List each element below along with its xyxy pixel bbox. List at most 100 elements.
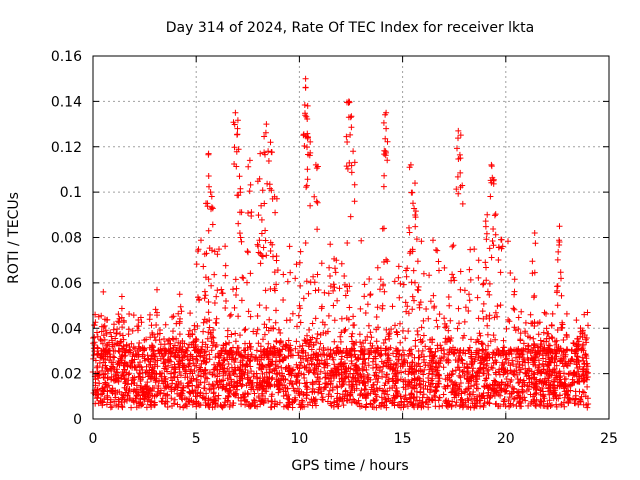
data-point	[290, 385, 297, 392]
data-point	[367, 292, 374, 299]
data-point	[277, 386, 283, 393]
data-point	[482, 218, 489, 225]
data-point	[218, 286, 225, 293]
data-point	[531, 230, 538, 236]
data-point	[365, 355, 372, 362]
data-point	[307, 138, 314, 145]
data-point	[207, 189, 214, 196]
data-point	[392, 380, 399, 387]
data-point	[248, 368, 255, 375]
data-point	[238, 297, 245, 304]
data-point	[582, 372, 589, 379]
data-point	[454, 145, 460, 152]
data-point	[222, 272, 229, 279]
data-point	[313, 165, 320, 172]
data-point	[310, 369, 317, 376]
data-point	[174, 390, 181, 397]
data-point	[452, 402, 459, 409]
data-point	[271, 398, 278, 405]
data-point	[420, 371, 427, 378]
data-point	[513, 354, 519, 361]
data-point	[307, 279, 314, 286]
data-point	[295, 370, 302, 377]
data-point	[208, 347, 215, 354]
data-point	[454, 385, 461, 392]
data-point	[103, 401, 110, 408]
data-point	[182, 370, 189, 377]
data-point	[453, 399, 460, 406]
data-point	[299, 404, 306, 411]
data-point	[362, 360, 369, 366]
data-point	[432, 348, 439, 355]
data-point	[211, 271, 218, 278]
data-point	[584, 369, 591, 376]
data-point	[428, 349, 435, 356]
data-point	[415, 360, 422, 367]
data-point	[260, 400, 267, 407]
data-point	[242, 340, 248, 347]
data-point	[198, 373, 204, 380]
data-point	[450, 242, 457, 249]
data-point	[546, 384, 553, 391]
data-point	[280, 271, 287, 278]
data-point	[393, 385, 400, 391]
data-point	[474, 294, 481, 301]
data-point	[495, 347, 502, 354]
data-point	[561, 394, 568, 401]
data-point	[254, 313, 261, 319]
data-point	[427, 345, 434, 352]
data-point	[121, 376, 128, 383]
data-point	[442, 339, 449, 346]
data-point	[173, 347, 180, 354]
data-point	[308, 346, 315, 353]
data-point	[195, 372, 202, 379]
data-point	[473, 347, 480, 354]
data-point	[143, 336, 150, 343]
data-point	[156, 350, 163, 357]
data-point	[324, 328, 331, 335]
data-point	[353, 339, 360, 346]
data-point	[216, 370, 223, 377]
data-point	[530, 393, 536, 400]
data-point	[527, 334, 533, 341]
data-point	[348, 169, 355, 176]
data-point	[296, 259, 303, 266]
data-point	[108, 367, 115, 374]
data-point	[474, 336, 481, 343]
y-tick-label: 0	[73, 412, 82, 428]
data-point	[456, 367, 463, 374]
data-point	[558, 275, 564, 282]
data-point	[102, 380, 109, 387]
data-point	[233, 285, 240, 292]
data-point	[581, 389, 587, 396]
data-point	[401, 359, 408, 366]
data-point	[314, 331, 321, 337]
data-point	[295, 312, 302, 319]
data-point	[397, 376, 404, 383]
data-point	[201, 385, 208, 392]
data-point	[303, 184, 310, 191]
data-point	[491, 314, 498, 321]
data-point	[411, 354, 418, 361]
data-point	[482, 223, 489, 230]
data-point	[257, 150, 264, 157]
data-point	[302, 84, 309, 91]
data-point	[254, 386, 261, 393]
data-point	[259, 362, 266, 369]
data-point	[94, 344, 101, 351]
data-point	[278, 364, 285, 371]
data-point	[334, 397, 341, 404]
data-point	[254, 326, 261, 333]
data-point	[341, 273, 348, 279]
data-point	[260, 336, 266, 343]
data-point	[297, 319, 304, 326]
data-point	[103, 342, 110, 349]
data-point	[457, 132, 464, 139]
data-point	[529, 320, 536, 327]
data-point	[449, 243, 456, 250]
data-point	[414, 331, 421, 338]
data-point	[206, 351, 213, 358]
data-point	[341, 393, 348, 400]
data-point	[471, 358, 478, 365]
data-point	[485, 342, 492, 349]
